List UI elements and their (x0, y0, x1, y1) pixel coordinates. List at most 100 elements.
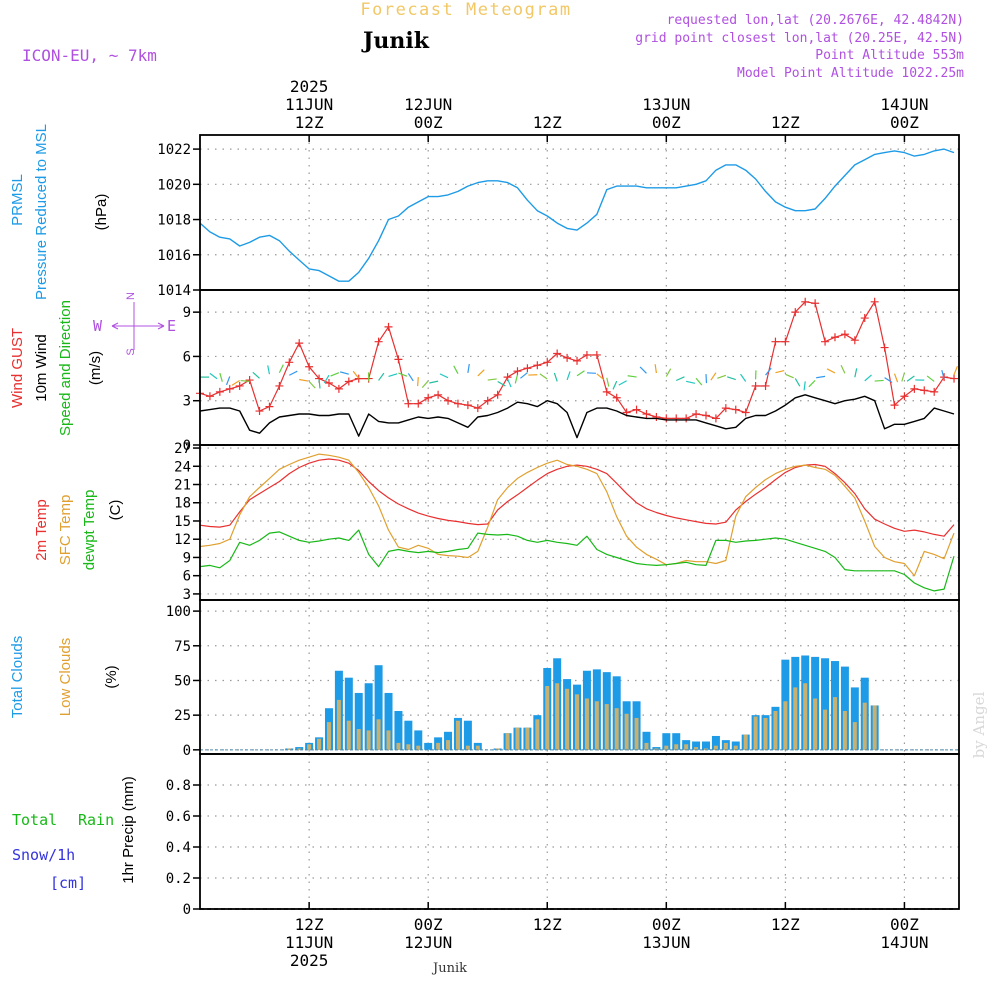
gust-point (553, 349, 562, 358)
wind-arrow (308, 381, 316, 389)
gust-point (434, 390, 443, 399)
label-celsius: (C) (107, 500, 124, 521)
gust-point (801, 297, 810, 306)
low-cloud-bar (287, 748, 292, 750)
time-label-bottom: 12JUN (404, 933, 452, 952)
time-label-bottom: 00Z (414, 915, 443, 934)
low-cloud-bar (376, 719, 381, 750)
low-cloud-bar (317, 738, 322, 750)
wind-arrow (388, 373, 398, 378)
gust-point (612, 393, 621, 402)
wind-arrow (854, 368, 858, 378)
meteogram-title: Forecast Meteogram (360, 0, 571, 20)
wind-arrow (566, 371, 571, 381)
location-title: Junik (361, 28, 430, 54)
label-cm: [cm] (50, 874, 86, 892)
low-cloud-bar (694, 747, 699, 750)
label-speed-direction: Speed and Direction (57, 300, 74, 436)
wind-arrow (612, 380, 618, 390)
wind-arrow (740, 373, 747, 382)
gust-point (354, 374, 363, 383)
y-tick-label: 6 (183, 349, 191, 365)
y-tick-label: 12 (174, 532, 191, 548)
gust-point (582, 350, 591, 359)
gust-point (632, 405, 641, 414)
wind-arrow (225, 376, 231, 386)
gust-point (602, 387, 611, 396)
total-cloud-bar (404, 720, 413, 750)
gust-point (295, 339, 304, 348)
low-cloud-bar (644, 742, 649, 750)
gust-point (424, 393, 433, 402)
low-cloud-bar (525, 727, 530, 750)
gust-point (702, 411, 710, 420)
wind-arrow (864, 374, 872, 382)
low-cloud-bar (862, 702, 867, 750)
low-cloud-bar (704, 748, 708, 750)
data-layer (196, 148, 959, 910)
y-tick-label: 15 (174, 514, 191, 530)
gust-point (285, 358, 294, 367)
panel-frames (199, 134, 960, 910)
gust-point (950, 374, 959, 383)
wind-arrow (453, 365, 459, 374)
wind-arrow (330, 372, 340, 377)
wind-arrow (675, 376, 685, 382)
wind-arrow (318, 379, 321, 389)
wind-arrow (654, 364, 657, 374)
requested-coords: requested lon,lat (20.2676E, 42.4842N) (667, 13, 964, 28)
gust-point (592, 350, 601, 359)
wind-arrow (252, 371, 260, 379)
low-cloud-bar (545, 686, 550, 750)
wind-arrow (553, 372, 558, 382)
gust-point (890, 401, 899, 410)
time-label-top: 00Z (414, 113, 443, 132)
gust-point (463, 401, 472, 410)
y-tick-label: 50 (174, 673, 191, 689)
watermark: by Angel (970, 691, 988, 758)
gust-point (384, 322, 393, 331)
panel-frame-pressure (199, 134, 960, 291)
wind-arrow (803, 381, 806, 391)
time-label-top: 11JUN (285, 95, 333, 114)
low-cloud-bar (654, 748, 659, 750)
low-cloud-bar (356, 729, 361, 750)
gust-point (850, 336, 859, 345)
low-cloud-bar (565, 688, 570, 750)
label-sfc-temp: SFC Temp (57, 495, 74, 566)
low-cloud-bar (813, 698, 818, 750)
axes-layer: 1014101610181020102203693691215182124270… (157, 77, 928, 970)
gust-point (453, 399, 462, 408)
wind-arrow (665, 368, 672, 377)
label-10m-wind: 10m Wind (33, 334, 50, 402)
wind-arrow (209, 372, 218, 380)
low-cloud-bar (495, 748, 500, 750)
time-label-top: 13JUN (642, 95, 690, 114)
total-cloud-bar (424, 742, 433, 750)
wind-arrow (497, 380, 506, 387)
y-tick-label: 25 (174, 708, 191, 724)
wind-arrow (901, 372, 906, 382)
wind-arrow (765, 367, 772, 376)
gust-point (860, 314, 869, 323)
gust-point (225, 384, 234, 393)
y-tick-label: 1022 (157, 142, 191, 158)
low-cloud-bar (872, 705, 877, 750)
low-cloud-bar (783, 701, 788, 750)
gust-point (682, 414, 691, 423)
low-cloud-bar (763, 717, 768, 750)
gust-point (672, 414, 681, 423)
gust-point (731, 405, 740, 414)
y-tick-label: 1014 (157, 283, 191, 299)
low-cloud-bar (416, 745, 421, 750)
label-total-clouds: Total Clouds (9, 636, 26, 719)
wind-arrow (576, 370, 585, 377)
y-tick-label: 1018 (157, 213, 191, 229)
wind-arrow (477, 369, 485, 377)
y-tick-label: 6 (183, 569, 191, 585)
gust-point (414, 399, 423, 408)
wind-arrow (378, 372, 385, 381)
gust-point (751, 381, 760, 390)
y-tick-label: 0 (183, 902, 191, 918)
model-label: ICON-EU, ~ 7km (22, 46, 157, 65)
